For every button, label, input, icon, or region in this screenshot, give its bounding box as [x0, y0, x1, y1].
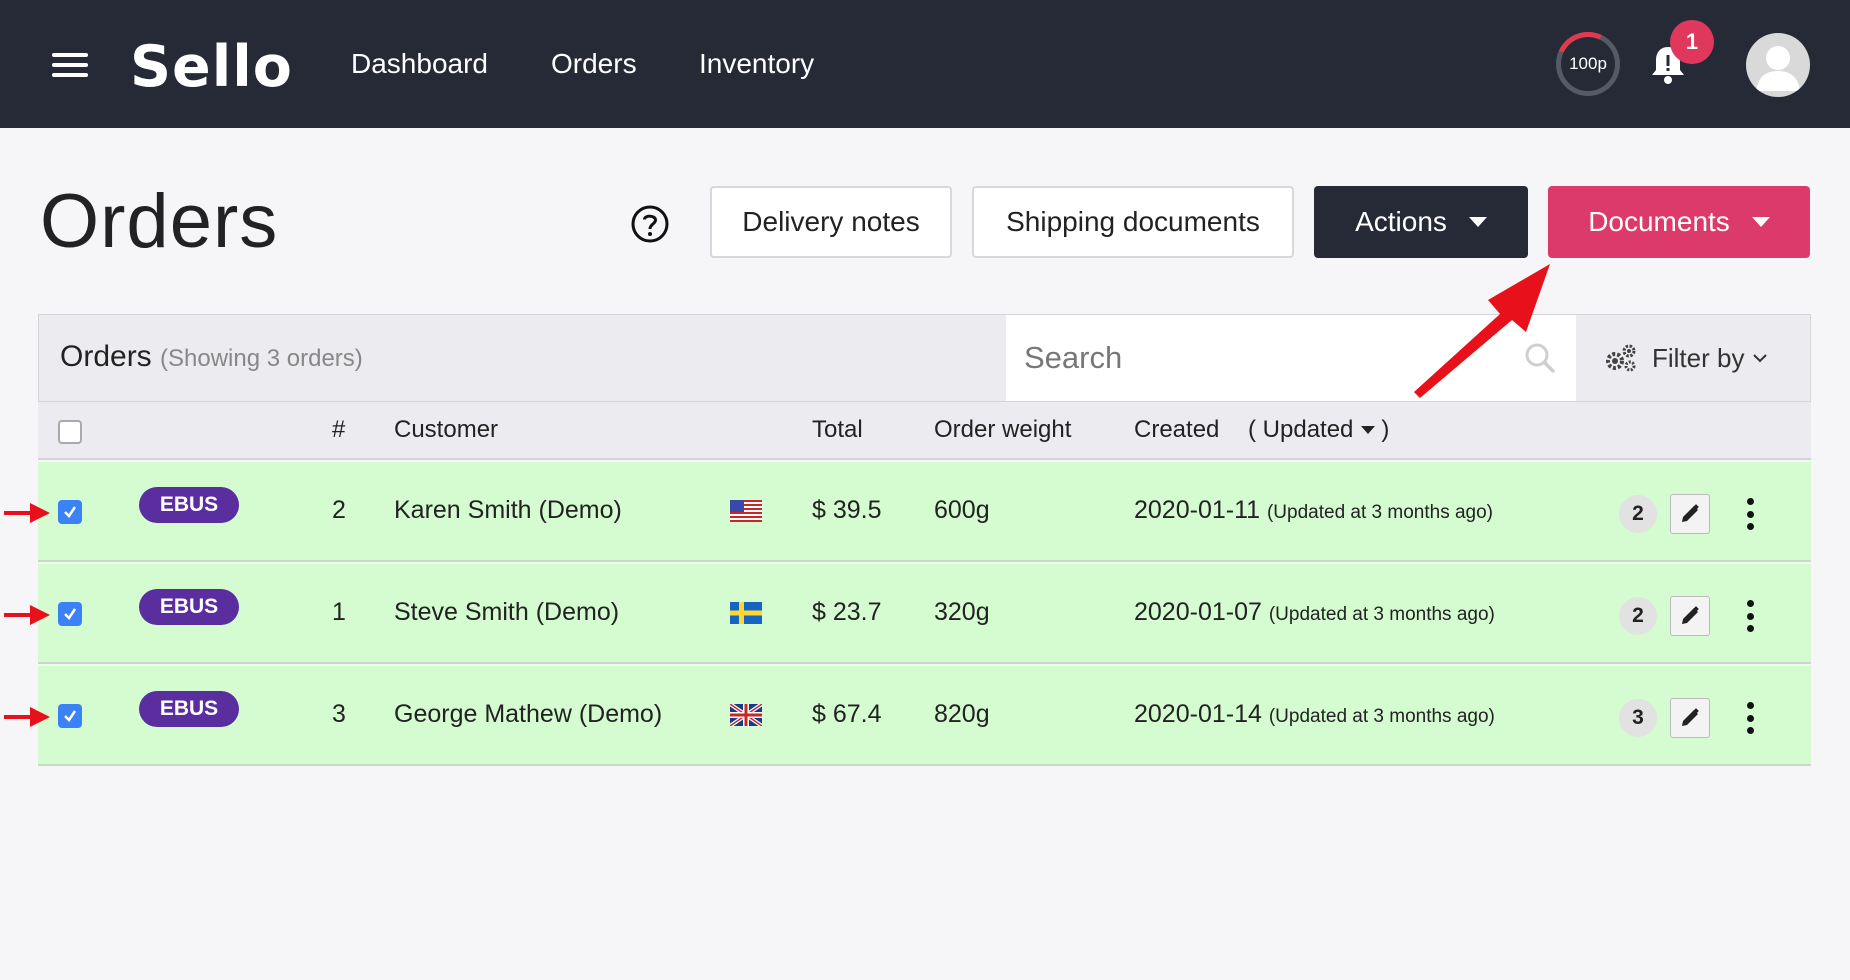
- nav-link-inventory[interactable]: Inventory: [699, 48, 815, 79]
- table-row[interactable]: [38, 666, 1811, 766]
- quota-indicator[interactable]: 100p: [1546, 22, 1630, 106]
- top-navbar: [0, 0, 1850, 128]
- quota-label: 100p: [1569, 54, 1607, 73]
- pencil-icon: [1682, 606, 1699, 624]
- check-icon: [64, 710, 77, 722]
- row-checkbox[interactable]: [58, 602, 82, 626]
- select-all-checkbox[interactable]: [58, 420, 82, 444]
- brand-text: Sell: [130, 34, 253, 100]
- column-customer[interactable]: Customer: [394, 416, 499, 443]
- column-updated[interactable]: ( Updated ): [1248, 416, 1389, 444]
- edit-order-button[interactable]: [1670, 698, 1710, 738]
- created-date: 2020-01-11: [1134, 496, 1261, 524]
- column-order-weight[interactable]: Order weight: [934, 416, 1072, 443]
- customer-name[interactable]: George Mathew (Demo): [394, 700, 663, 728]
- delivery-notes-label: Delivery notes: [742, 206, 920, 237]
- pencil-icon: [1682, 504, 1699, 522]
- order-total: $ 23.7: [812, 598, 882, 626]
- panel-title-text: Orders: [60, 340, 152, 373]
- chevron-down-icon: [1751, 217, 1770, 227]
- chevron-down-icon: [1468, 217, 1487, 227]
- order-created: 2020-01-07 (Updated at 3 months ago): [1134, 598, 1495, 627]
- orders-count-label: (Showing 3 orders): [160, 345, 363, 372]
- se-flag-icon: [730, 602, 762, 624]
- column-number[interactable]: #: [332, 416, 346, 443]
- created-date: 2020-01-07: [1134, 598, 1262, 626]
- column-updated-close-paren: ): [1381, 416, 1390, 443]
- nav-link-orders[interactable]: Orders: [551, 48, 637, 79]
- us-flag-icon: [730, 500, 762, 522]
- check-icon: [64, 608, 77, 620]
- sort-caret-icon: [1361, 426, 1376, 434]
- filter-by-label: Filter by: [1652, 342, 1745, 373]
- brand-logo[interactable]: Sello: [130, 34, 293, 100]
- notification-badge: 1: [1670, 20, 1714, 64]
- edit-order-button[interactable]: [1670, 494, 1710, 534]
- annotation-arrow-icon: [4, 605, 50, 625]
- table-header: [38, 402, 1811, 460]
- documents-dropdown-button[interactable]: Documents: [1548, 186, 1810, 258]
- order-weight: 320g: [934, 598, 990, 626]
- channel-tag: EBUS: [139, 691, 239, 727]
- actions-dropdown-button[interactable]: Actions: [1314, 186, 1528, 258]
- search-icon[interactable]: [1524, 342, 1556, 374]
- chevron-down-icon: [1753, 354, 1768, 363]
- gb-flag-icon: [730, 704, 762, 726]
- row-checkbox[interactable]: [58, 704, 82, 728]
- panel-title: Orders (Showing 3 orders): [60, 340, 363, 374]
- annotation-arrow-icon: [4, 707, 50, 727]
- kebab-icon[interactable]: [1740, 494, 1760, 534]
- order-created: 2020-01-11 (Updated at 3 months ago): [1134, 496, 1493, 525]
- documents-label: Documents: [1588, 206, 1730, 237]
- order-number: 2: [332, 496, 346, 524]
- kebab-icon[interactable]: [1740, 596, 1760, 636]
- item-count-badge: 2: [1619, 597, 1657, 635]
- table-row[interactable]: [38, 564, 1811, 664]
- edit-order-button[interactable]: [1670, 596, 1710, 636]
- order-weight: 600g: [934, 496, 990, 524]
- annotation-arrow-icon: [1414, 264, 1550, 398]
- check-icon: [64, 506, 77, 518]
- order-total: $ 67.4: [812, 700, 882, 728]
- actions-label: Actions: [1355, 206, 1447, 237]
- order-total: $ 39.5: [812, 496, 882, 524]
- order-number: 3: [332, 700, 346, 728]
- annotation-arrow-icon: [4, 503, 50, 523]
- gears-icon: [1606, 344, 1636, 372]
- page-title: Orders: [40, 179, 279, 264]
- shipping-documents-button[interactable]: Shipping documents: [972, 186, 1294, 258]
- item-count-badge: 3: [1619, 699, 1657, 737]
- column-created[interactable]: Created: [1134, 416, 1220, 443]
- created-date: 2020-01-14: [1134, 700, 1262, 728]
- column-updated-label: ( Updated: [1248, 416, 1354, 443]
- kebab-icon[interactable]: [1740, 698, 1760, 738]
- updated-text: (Updated at 3 months ago): [1266, 502, 1494, 523]
- table-row[interactable]: [38, 462, 1811, 562]
- avatar-icon[interactable]: [1746, 33, 1810, 97]
- shipping-documents-label: Shipping documents: [1006, 206, 1260, 237]
- updated-text: (Updated at 3 months ago): [1268, 604, 1495, 625]
- pencil-icon: [1682, 708, 1699, 726]
- brand-logo-o: o: [252, 34, 293, 100]
- item-count-badge: 2: [1619, 495, 1657, 533]
- channel-tag: EBUS: [139, 589, 239, 625]
- channel-tag: EBUS: [139, 487, 239, 523]
- filter-by-button[interactable]: Filter by: [1604, 338, 1768, 378]
- order-weight: 820g: [934, 700, 990, 728]
- menu-icon[interactable]: [52, 53, 88, 77]
- order-number: 1: [332, 598, 346, 626]
- row-checkbox[interactable]: [58, 500, 82, 524]
- column-total[interactable]: Total: [812, 416, 863, 443]
- nav-link-dashboard[interactable]: Dashboard: [351, 48, 488, 79]
- delivery-notes-button[interactable]: Delivery notes: [710, 186, 952, 258]
- help-circle-icon[interactable]: [630, 204, 670, 244]
- customer-name[interactable]: Steve Smith (Demo): [394, 598, 620, 626]
- customer-name[interactable]: Karen Smith (Demo): [394, 496, 622, 524]
- updated-text: (Updated at 3 months ago): [1268, 706, 1495, 727]
- search-input[interactable]: [1024, 336, 1504, 380]
- order-created: 2020-01-14 (Updated at 3 months ago): [1134, 700, 1495, 729]
